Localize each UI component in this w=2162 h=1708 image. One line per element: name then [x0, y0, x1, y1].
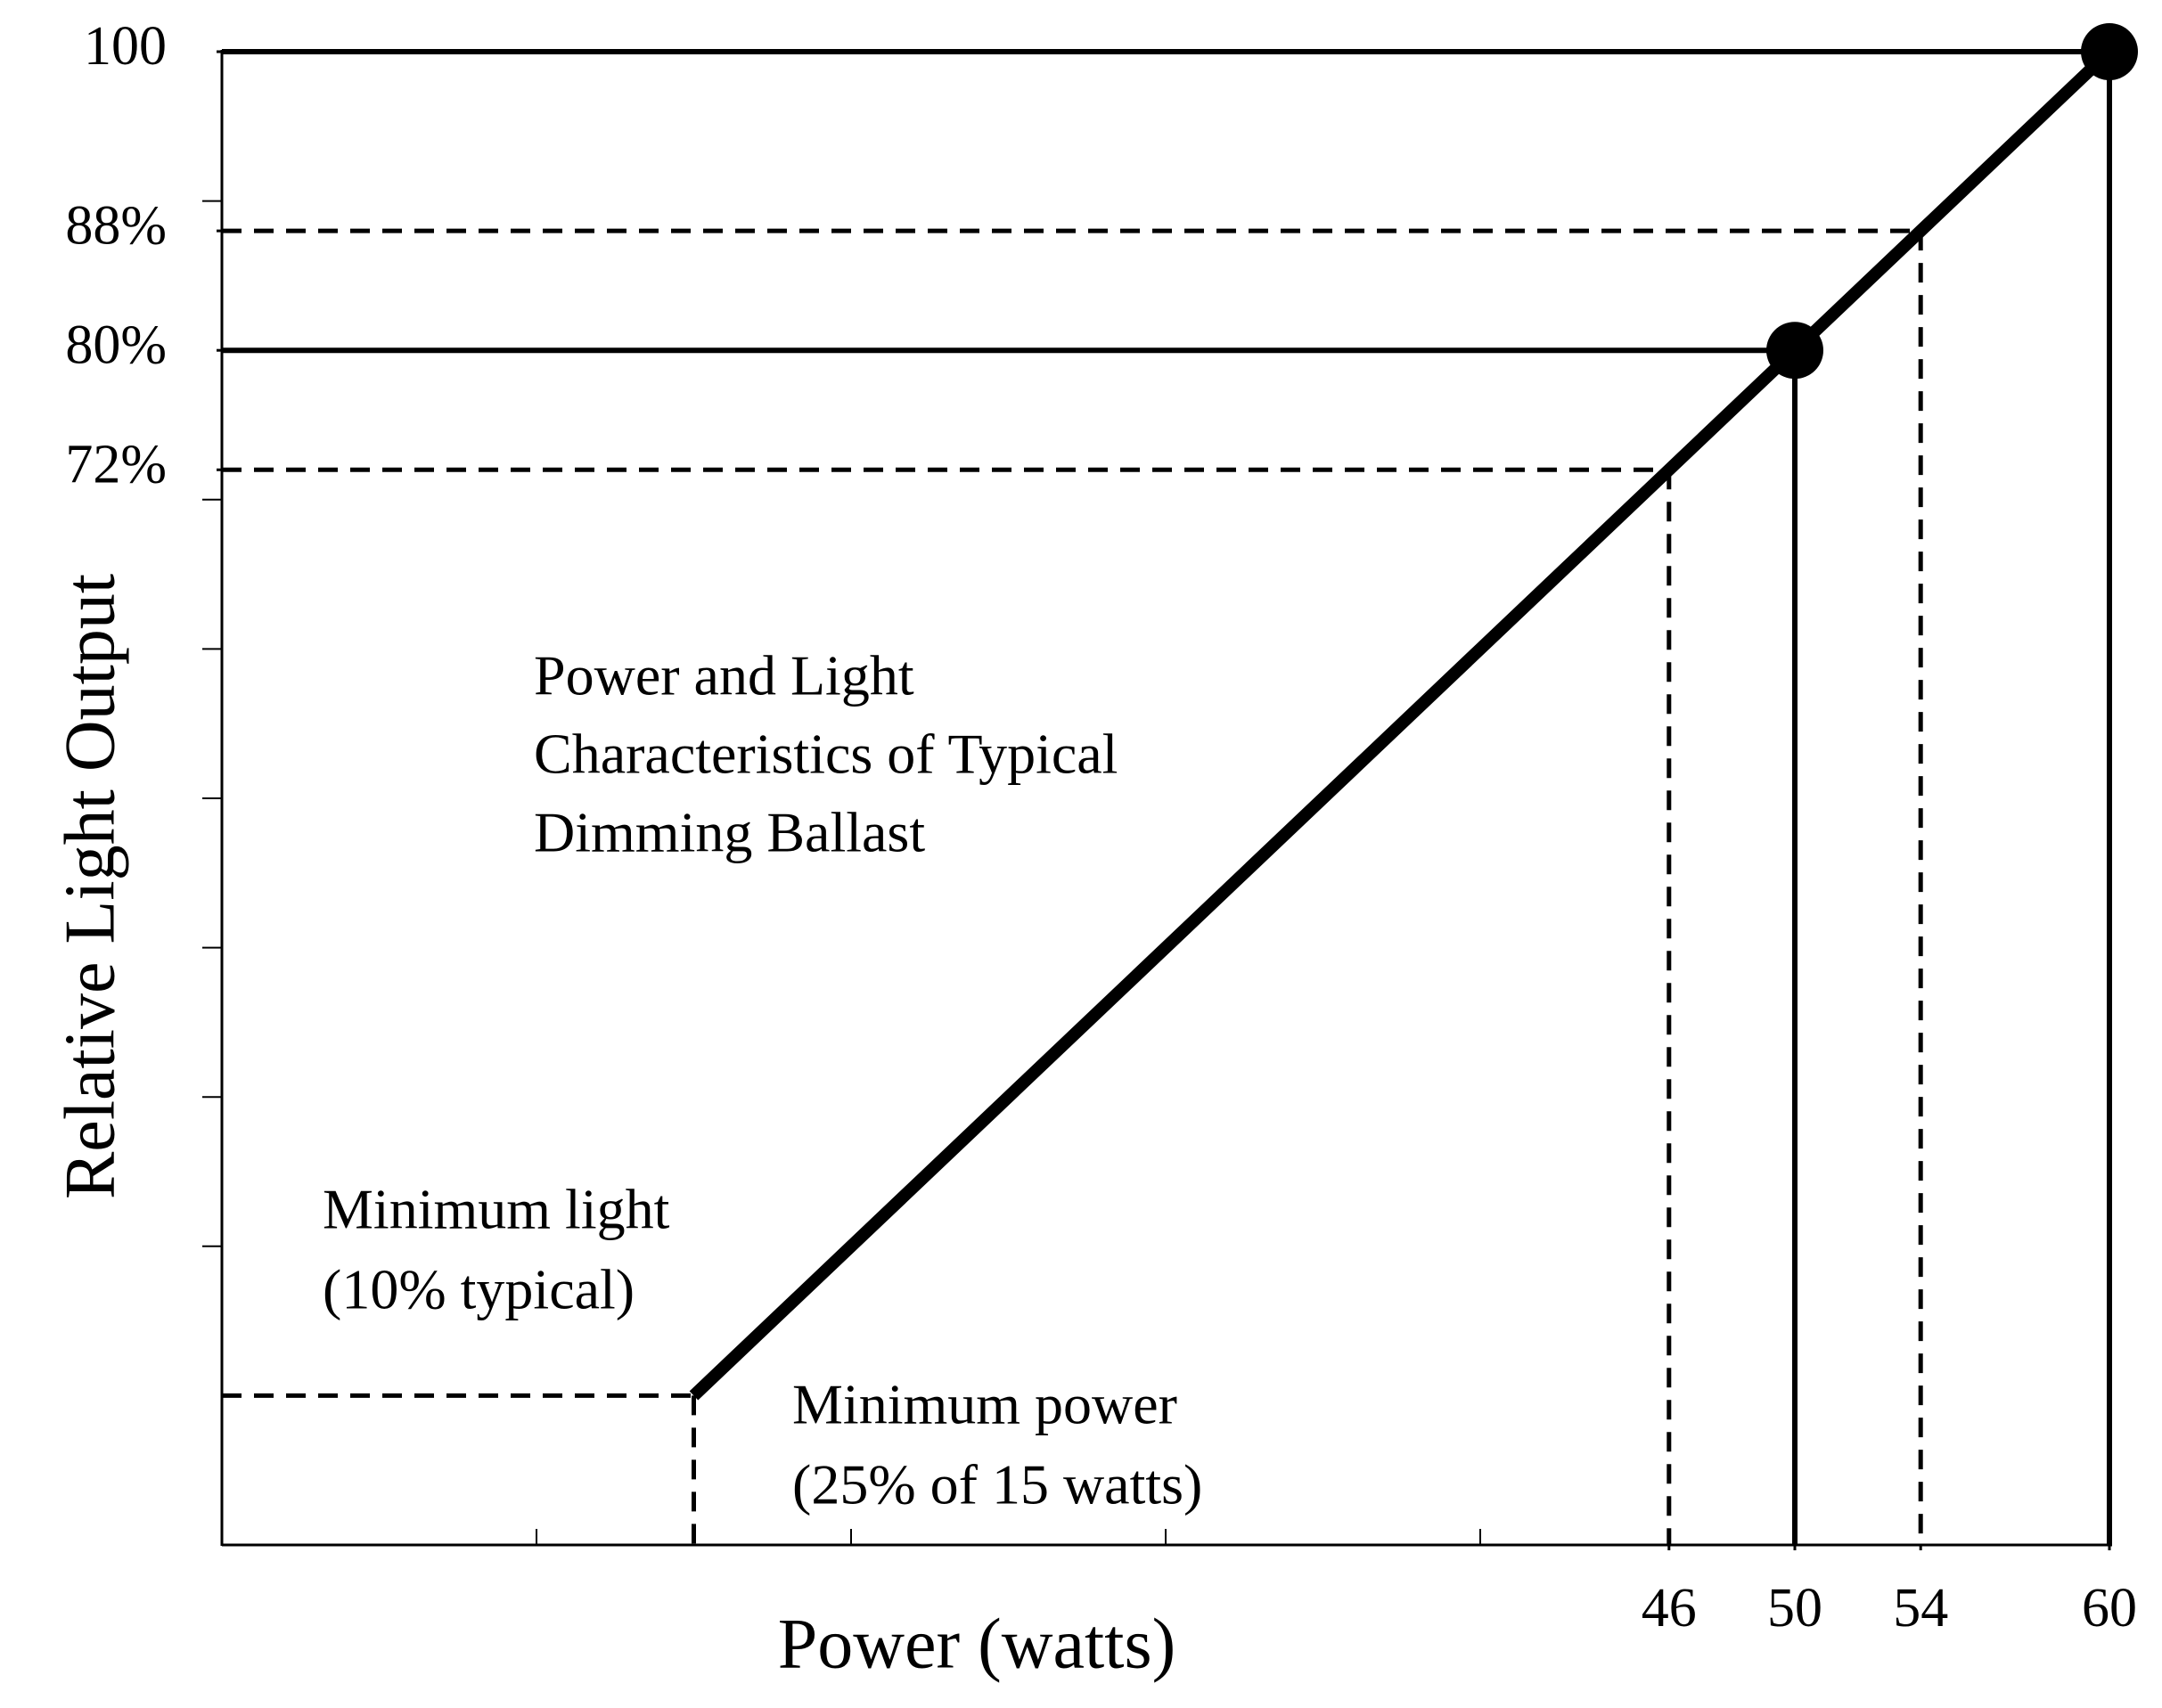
data-point: [2081, 23, 2138, 80]
y-tick-label: 88%: [65, 195, 167, 256]
y-tick-label: 100: [84, 16, 167, 77]
data-point: [1766, 322, 1823, 380]
annotation: Minimum light: [323, 1178, 670, 1241]
x-axis-label: Power (watts): [778, 1605, 1176, 1683]
chart-title: Power and Light: [534, 644, 914, 707]
chart-title: Characteristics of Typical: [534, 723, 1118, 786]
annotation: Minimum power: [792, 1373, 1177, 1436]
chart-title: Dimming Ballast: [534, 801, 925, 864]
y-tick-label: 80%: [65, 315, 167, 375]
x-tick-label: 50: [1767, 1578, 1822, 1639]
y-tick-label: 72%: [65, 435, 167, 495]
annotation: (25% of 15 watts): [792, 1453, 1202, 1516]
x-tick-label: 54: [1893, 1578, 1948, 1639]
y-axis-label: Relative Light Output: [51, 574, 129, 1199]
x-tick-label: 60: [2082, 1578, 2137, 1639]
x-tick-label: 46: [1642, 1578, 1697, 1639]
annotation: (10% typical): [323, 1258, 635, 1321]
